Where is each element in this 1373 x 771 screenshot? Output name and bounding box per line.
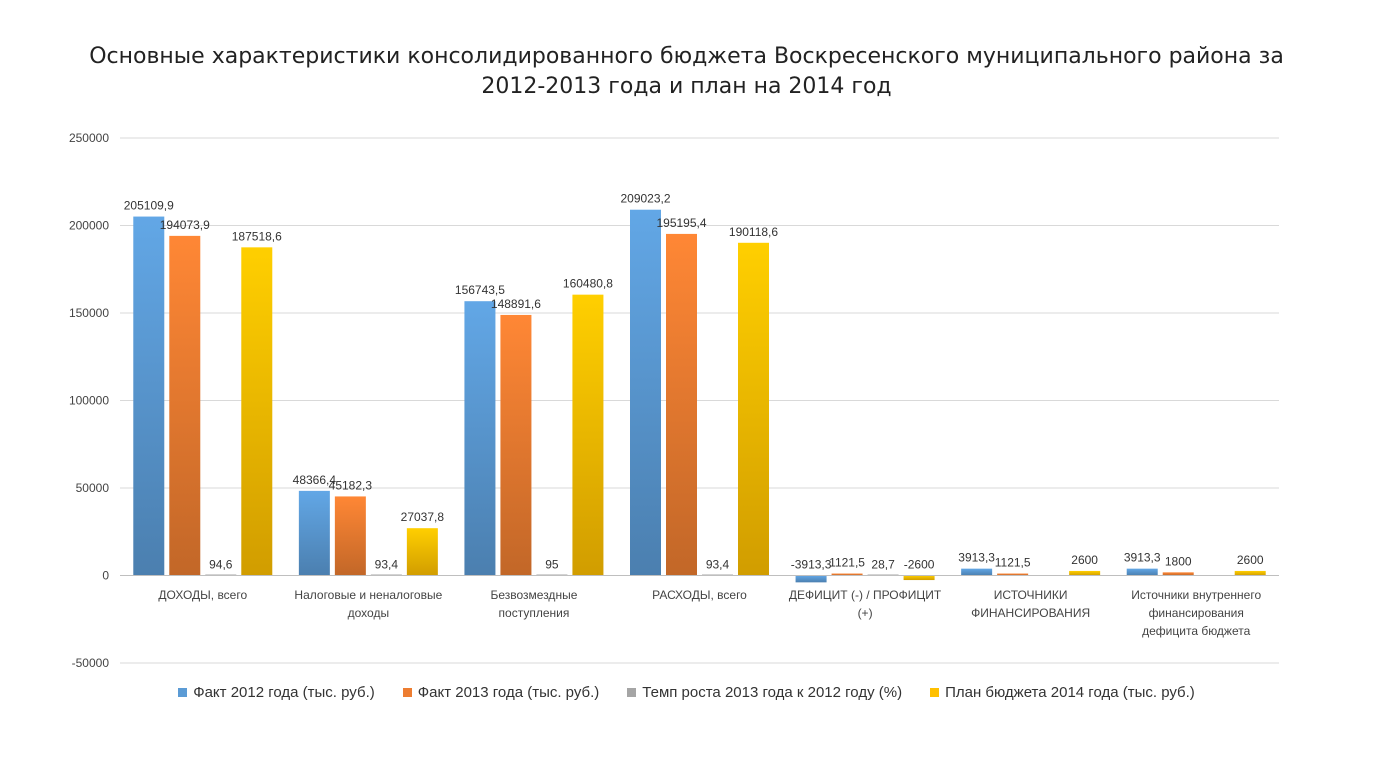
data-label-3-1: 94,6: [209, 557, 233, 571]
bar-2-6: [997, 573, 1029, 576]
category-label-5: ДЕФИЦИТ (-) / ПРОФИЦИТ: [789, 588, 942, 602]
bar-1-5: [795, 575, 827, 583]
legend-swatch: [930, 688, 940, 697]
bar-2-4: [666, 233, 697, 576]
legend: Факт 2012 года (тыс. руб.) Факт 2013 года…: [0, 684, 1373, 701]
data-label-3-5: 28,7: [871, 557, 895, 571]
data-label-1-1: 205109,9: [124, 199, 174, 213]
bar-2-2: [334, 496, 366, 576]
legend-item-3: Темп роста 2013 года к 2012 году (%): [627, 684, 902, 701]
data-label-1-5: -3913,3: [791, 558, 832, 572]
data-label-4-6: 2600: [1071, 553, 1098, 567]
y-tick-label: 250000: [69, 131, 109, 145]
data-label-2-1: 194073,9: [160, 218, 210, 232]
legend-label: Темп роста 2013 года к 2012 году (%): [642, 684, 903, 701]
category-label-4: РАСХОДЫ, всего: [652, 588, 747, 602]
data-label-4-1: 187518,6: [232, 229, 282, 243]
data-label-4-4: 190118,6: [729, 225, 778, 239]
data-label-3-2: 93,4: [375, 557, 399, 571]
legend-label: План бюджета 2014 года (тыс. руб.): [945, 684, 1195, 701]
bar-1-3: [464, 301, 496, 576]
data-label-1-7: 3913,3: [1124, 551, 1161, 565]
chart-title: Основные характеристики консолидированно…: [0, 42, 1373, 102]
data-label-3-4: 93,4: [706, 557, 730, 571]
y-tick-label: 0: [102, 569, 109, 583]
y-tick-label: -50000: [72, 656, 110, 670]
bar-1-1: [133, 216, 165, 576]
bar-1-7: [1126, 568, 1158, 576]
data-label-1-6: 3913,3: [958, 551, 995, 565]
legend-swatch: [627, 688, 637, 697]
data-labels: 205109,9 48366,4 156743,5 209023,2 -3913,3 39…: [124, 192, 1264, 572]
category-label-3: поступления: [499, 606, 570, 620]
category-label-6: ИСТОЧНИКИ: [994, 588, 1068, 602]
data-label-1-3: 156743,5: [455, 283, 505, 297]
data-label-1-4: 209023,2: [620, 192, 670, 206]
category-label-7: дефицита бюджета: [1142, 624, 1250, 638]
category-label-3: Безвозмездные: [490, 588, 577, 602]
legend-item-2: Факт 2013 года (тыс. руб.): [402, 684, 600, 701]
category-label-1: ДОХОДЫ, всего: [158, 588, 247, 602]
legend-item-1: Факт 2012 года (тыс. руб.): [178, 684, 375, 701]
data-label-3-3: 95: [545, 557, 559, 571]
bar-1-4: [630, 209, 661, 576]
y-tick-label: 200000: [69, 219, 109, 233]
category-label-7: Источники внутреннего: [1131, 588, 1261, 602]
bar-1-2: [298, 490, 330, 576]
category-label-7: финансирования: [1149, 606, 1244, 620]
category-label-2: доходы: [348, 606, 389, 620]
bar-2-5: [831, 573, 863, 576]
bar-2-7: [1162, 572, 1194, 576]
category-label-5: (+): [858, 606, 873, 620]
data-label-2-2: 45182,3: [329, 478, 373, 492]
bar-4-2: [406, 528, 438, 576]
data-label-1-2: 48366,4: [293, 473, 337, 487]
data-label-4-3: 160480,8: [563, 277, 613, 291]
bar-4-3: [572, 294, 604, 576]
legend-label: Факт 2013 года (тыс. руб.): [417, 684, 600, 701]
data-label-2-3: 148891,6: [491, 297, 541, 311]
bar-4-6: [1069, 570, 1101, 576]
bar-4-4: [738, 242, 769, 576]
y-axis-ticks: 250000 200000 150000 100000 50000 0 -50000: [69, 131, 109, 670]
data-label-4-2: 27037,8: [401, 510, 445, 524]
legend-label: Факт 2012 года (тыс. руб.): [193, 684, 375, 701]
category-labels: ДОХОДЫ, всего Налоговые и неналоговые дохо…: [158, 588, 1261, 638]
bar-2-1: [169, 235, 201, 576]
bars: [133, 209, 1266, 583]
category-label-6: ФИНАНСИРОВАНИЯ: [971, 606, 1090, 620]
legend-swatch: [402, 688, 412, 697]
y-tick-label: 50000: [76, 481, 110, 495]
data-label-2-5: 1121,5: [829, 556, 865, 570]
bar-4-5: [903, 575, 935, 581]
data-label-2-6: 1121,5: [995, 556, 1031, 570]
bar-2-3: [500, 314, 532, 576]
chart-title-line-1: Основные характеристики консолидированно…: [89, 44, 1284, 69]
gridlines: [120, 137, 1279, 664]
data-label-2-4: 195195,4: [656, 216, 706, 230]
data-label-4-5: -2600: [904, 558, 935, 572]
legend-swatch: [178, 688, 188, 697]
chart-title-line-2: 2012-2013 года и план на 2014 год: [481, 74, 892, 99]
bar-4-7: [1234, 570, 1266, 576]
y-tick-label: 150000: [69, 306, 109, 320]
category-label-2: Налоговые и неналоговые: [294, 588, 442, 602]
bar-1-6: [961, 568, 993, 576]
data-label-4-7: 2600: [1237, 553, 1264, 567]
bar-4-1: [241, 247, 273, 576]
legend-item-4: План бюджета 2014 года (тыс. руб.): [930, 684, 1195, 701]
data-label-2-7: 1800: [1165, 554, 1192, 568]
y-tick-label: 100000: [69, 394, 109, 408]
